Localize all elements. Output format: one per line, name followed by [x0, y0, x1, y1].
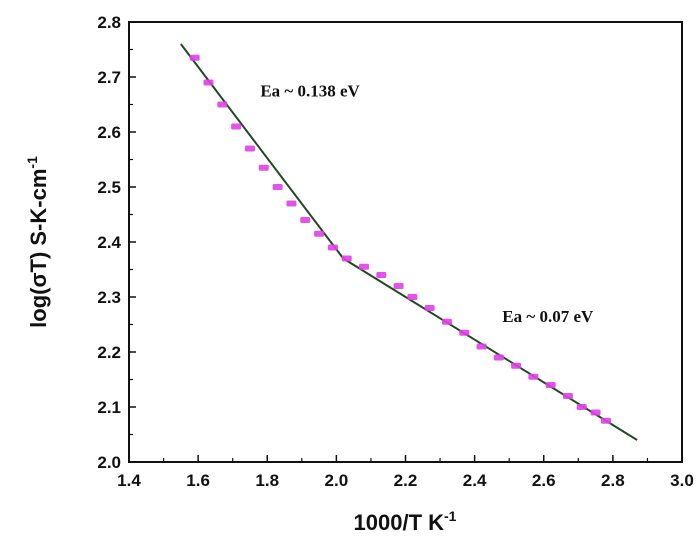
- data-point: [562, 393, 573, 399]
- data-point: [359, 263, 370, 270]
- y-tick-label: 2.7: [97, 68, 121, 87]
- x-axis-title: 1000/T K-1: [354, 508, 457, 535]
- data-point: [476, 343, 487, 350]
- x-tick-label: 2.6: [532, 471, 556, 490]
- activation-energy-annotation: Ea ~ 0.07 eV: [502, 307, 594, 326]
- data-point: [393, 283, 404, 289]
- data-point: [203, 79, 214, 86]
- x-tick-label: 2.8: [601, 471, 625, 490]
- y-axis-title-text: log(σT) S-K-cm: [26, 169, 51, 328]
- data-point: [528, 373, 539, 380]
- x-tick-label: 2.0: [325, 471, 349, 490]
- data-point: [327, 244, 338, 251]
- x-tick-label: 1.8: [255, 471, 279, 490]
- data-point: [493, 354, 504, 361]
- data-point: [300, 217, 311, 223]
- y-tick-label: 2.1: [97, 398, 121, 417]
- x-tick-label: 2.2: [394, 471, 418, 490]
- y-tick-label: 2.5: [97, 178, 121, 197]
- data-point: [376, 272, 387, 278]
- y-axis-title: log(σT) S-K-cm-1: [24, 156, 51, 328]
- data-point: [600, 417, 611, 424]
- x-axis-title-text: 1000/T K: [354, 510, 445, 535]
- x-tick-label: 2.4: [463, 471, 487, 490]
- y-tick-label: 2.8: [97, 13, 121, 32]
- x-tick-label: 1.4: [117, 471, 141, 490]
- data-point: [441, 318, 452, 325]
- data-point: [407, 294, 418, 300]
- y-tick-label: 2.0: [97, 453, 121, 472]
- data-point: [341, 255, 352, 262]
- y-tick-label: 2.4: [97, 233, 121, 252]
- data-point: [189, 54, 200, 61]
- fit-layer: [180, 43, 638, 441]
- data-point: [272, 184, 283, 190]
- y-tick-label: 2.2: [97, 343, 121, 362]
- annotation-layer: Ea ~ 0.138 eV Ea ~ 0.07 eV: [260, 81, 594, 326]
- y-tick-label: 2.3: [97, 288, 121, 307]
- data-point: [244, 145, 255, 152]
- y-tick-label: 2.6: [97, 123, 121, 142]
- plot-frame: [128, 21, 683, 463]
- data-point: [511, 362, 522, 369]
- data-point: [217, 101, 228, 108]
- data-point: [590, 409, 601, 416]
- points-layer: [189, 54, 611, 424]
- fit-line: [180, 43, 638, 441]
- data-point: [545, 382, 556, 388]
- data-point: [231, 123, 242, 130]
- data-point: [459, 329, 470, 336]
- data-point: [576, 404, 587, 410]
- y-axis-title-superscript: -1: [24, 156, 40, 169]
- data-point: [286, 200, 297, 207]
- data-point: [258, 164, 269, 171]
- x-axis-title-superscript: -1: [444, 508, 457, 524]
- ticks-layer: 1.4 1.6 1.8 2.0 2.2 2.4 2.6 2.8 3.0 2.0 2.1 2.2 2.3 2…: [97, 13, 693, 490]
- x-tick-label: 3.0: [670, 471, 694, 490]
- x-tick-label: 1.6: [186, 471, 210, 490]
- activation-energy-annotation: Ea ~ 0.138 eV: [260, 81, 360, 100]
- data-point: [424, 305, 435, 311]
- data-point: [314, 230, 325, 237]
